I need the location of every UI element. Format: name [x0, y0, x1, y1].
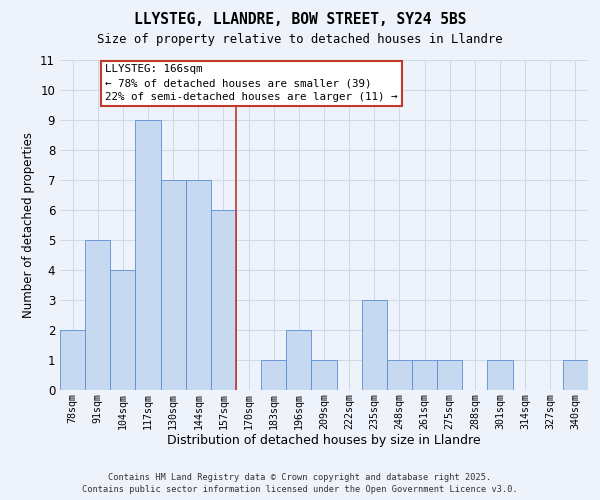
Text: Contains HM Land Registry data © Crown copyright and database right 2025.
Contai: Contains HM Land Registry data © Crown c… — [82, 472, 518, 494]
Y-axis label: Number of detached properties: Number of detached properties — [22, 132, 35, 318]
Bar — [85, 240, 110, 390]
Bar — [261, 360, 286, 390]
Bar — [311, 360, 337, 390]
Text: LLYSTEG: 166sqm
← 78% of detached houses are smaller (39)
22% of semi-detached h: LLYSTEG: 166sqm ← 78% of detached houses… — [105, 64, 398, 102]
Bar — [186, 180, 211, 390]
Bar — [110, 270, 136, 390]
Bar — [211, 210, 236, 390]
Text: Size of property relative to detached houses in Llandre: Size of property relative to detached ho… — [97, 32, 503, 46]
Bar — [161, 180, 186, 390]
Bar — [412, 360, 437, 390]
Bar — [362, 300, 387, 390]
Bar — [286, 330, 311, 390]
Text: LLYSTEG, LLANDRE, BOW STREET, SY24 5BS: LLYSTEG, LLANDRE, BOW STREET, SY24 5BS — [134, 12, 466, 28]
Bar — [563, 360, 588, 390]
Bar — [437, 360, 462, 390]
Bar — [60, 330, 85, 390]
X-axis label: Distribution of detached houses by size in Llandre: Distribution of detached houses by size … — [167, 434, 481, 448]
Bar — [387, 360, 412, 390]
Bar — [136, 120, 161, 390]
Bar — [487, 360, 512, 390]
